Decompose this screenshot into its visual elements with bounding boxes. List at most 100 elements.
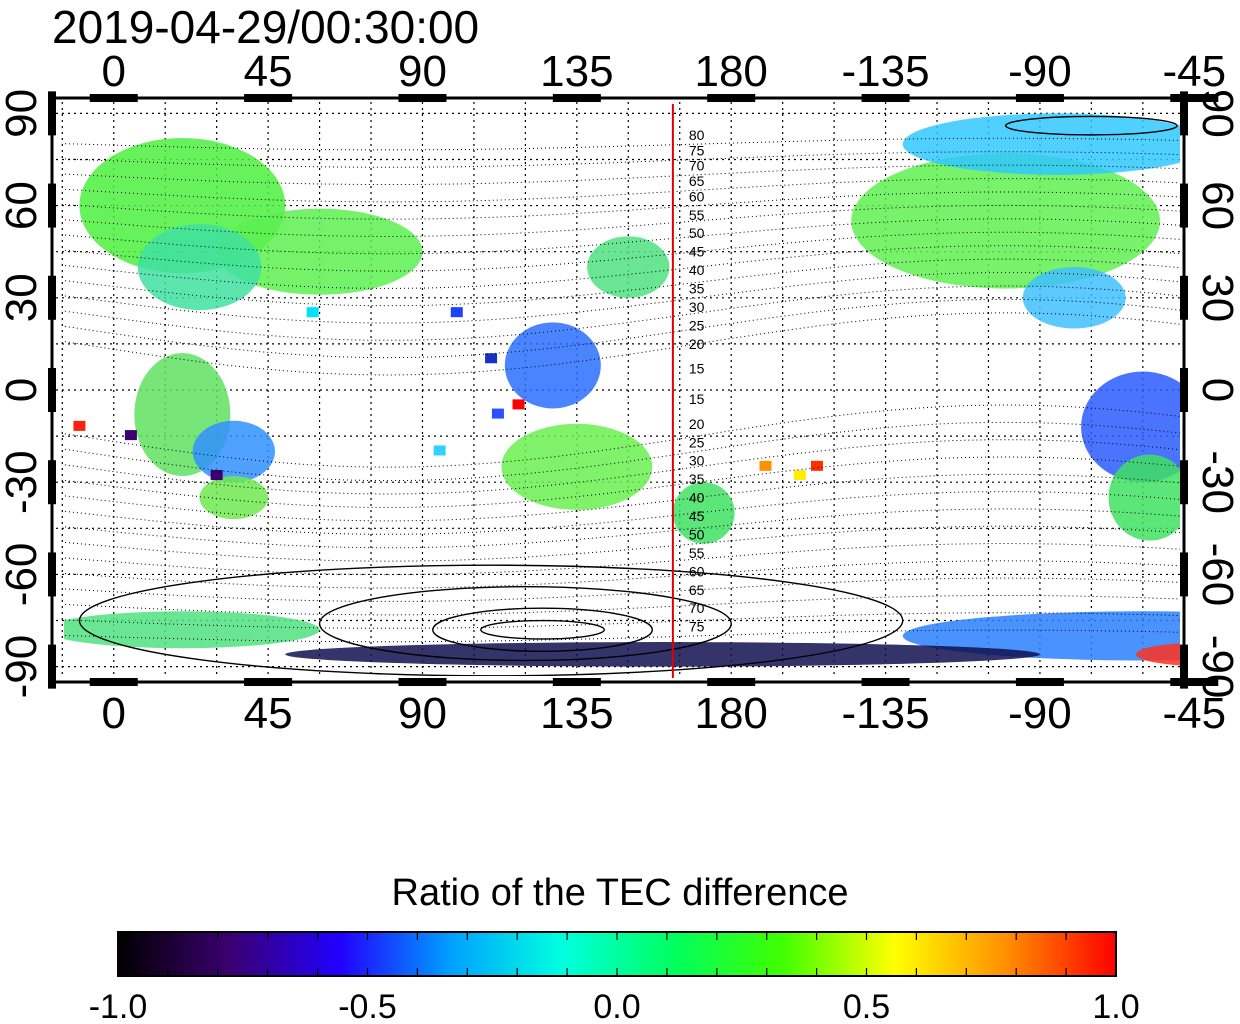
left-lat-label: -60 (0, 543, 46, 607)
contour-line (64, 491, 1180, 535)
contour-ring (480, 619, 605, 640)
contour-line (64, 204, 1180, 238)
left-lat-label: 90 (0, 89, 46, 138)
left-axis-tick (48, 644, 56, 689)
left-axis-tick (48, 368, 56, 412)
bottom-lon-label: 180 (694, 689, 767, 738)
left-lat-label: 60 (0, 181, 46, 230)
bottom-lon-label: -45 (1162, 689, 1226, 738)
right-lat-label: 90 (1193, 89, 1240, 138)
contour-label: 70 (689, 158, 705, 174)
new-zealand-region (672, 482, 735, 544)
polar-strip-region (285, 642, 1040, 667)
japan-region (587, 236, 670, 298)
data-patch (306, 307, 319, 318)
data-patch (124, 430, 137, 441)
top-lon-label: -90 (1008, 47, 1072, 96)
north-america-region (851, 153, 1160, 289)
right-axis-tick (1180, 644, 1188, 689)
asia-region (216, 208, 423, 295)
data-patch (512, 399, 525, 410)
south-america-region (1081, 371, 1180, 483)
colorbar-title: Ratio of the TEC difference (391, 872, 849, 914)
data-patch (1205, 415, 1217, 425)
bottom-axis-tick (707, 678, 756, 686)
contour-label: 55 (689, 207, 705, 223)
data-patch (433, 445, 446, 456)
bottom-lon-label: -90 (1008, 689, 1072, 738)
contour-label: 45 (689, 508, 705, 524)
right-axis-tick (1180, 91, 1188, 136)
data-patch (759, 460, 772, 471)
left-lat-label: -30 (0, 450, 46, 514)
contour-label: 15 (689, 360, 705, 376)
arctic-region (902, 113, 1180, 175)
data-patch (485, 353, 498, 364)
colorbar-tick-label: 0.5 (843, 988, 890, 1024)
contour-label: 45 (689, 244, 705, 260)
left-lat-label: -90 (0, 635, 46, 699)
polar-red-region (1135, 643, 1180, 666)
left-axis-tick (48, 460, 56, 505)
colorbar-tick-label: -0.5 (338, 988, 397, 1024)
contour-label: 35 (689, 281, 705, 297)
antarctic-east-region (64, 611, 320, 649)
data-patch (450, 307, 463, 318)
contour-label: 25 (689, 434, 705, 450)
left-axis-tick (48, 183, 56, 228)
right-lat-label: -90 (1193, 635, 1240, 699)
contour-line (64, 218, 1180, 255)
tec-data-layer (64, 113, 1224, 667)
contour-line (64, 245, 1180, 289)
right-lat-label: -30 (1193, 450, 1240, 514)
contour-label: 60 (689, 188, 705, 204)
left-axis-tick (48, 552, 56, 597)
contour-label: 30 (689, 299, 705, 315)
right-axis-tick (1180, 183, 1188, 228)
top-axis-tick (1015, 94, 1064, 102)
contour-label: 50 (689, 526, 705, 542)
contour-label: 15 (689, 391, 705, 407)
colorbar-tick-label: 1.0 (1092, 988, 1139, 1024)
left-axis-tick (48, 91, 56, 136)
top-axis-tick (1170, 94, 1219, 102)
left-lat-label: 0 (0, 378, 46, 402)
bottom-lon-label: 135 (540, 689, 613, 738)
colorbar-ticks: -1.0 -0.5 0.0 0.5 1.0 (89, 932, 1140, 1024)
contour-label: 75 (689, 142, 705, 158)
south-america-south-region (1108, 454, 1180, 541)
colorbar-tick-label: -1.0 (89, 988, 148, 1024)
data-patch (1212, 430, 1224, 440)
contour-ring (432, 607, 654, 652)
right-axis-tick (1180, 460, 1188, 505)
contour-line (64, 258, 1180, 307)
mediterranean-region (137, 224, 262, 311)
south-africa-region (199, 476, 269, 520)
contour-label: 40 (689, 490, 705, 506)
top-axis-tick (398, 94, 447, 102)
bottom-axis-tick (552, 678, 601, 686)
contour-label: 20 (689, 336, 705, 352)
left-lat-label: 30 (0, 273, 46, 322)
contour-label: 25 (689, 317, 705, 333)
contour-label: 55 (689, 545, 705, 561)
right-axis-tick (1180, 275, 1188, 320)
colorbar-tick-label: 0.0 (593, 988, 640, 1024)
top-lon-label: 135 (540, 47, 613, 96)
contour-label: 30 (689, 453, 705, 469)
data-patch (810, 460, 823, 471)
contour-label: 35 (689, 471, 705, 487)
australia-region (501, 423, 653, 510)
bottom-lon-label: 0 (102, 689, 126, 738)
maritime-region (504, 322, 601, 409)
contour-line (64, 508, 1180, 549)
map-axes: 0045459090135135180180-135-135-90-90-45-… (0, 47, 1240, 738)
contour-line (64, 525, 1180, 562)
right-axis-tick (1180, 552, 1188, 597)
bottom-lon-label: 45 (244, 689, 293, 738)
contour-line (64, 473, 1180, 522)
east-africa-region (192, 420, 275, 483)
contour-label: 70 (689, 600, 705, 616)
top-axis-tick (861, 94, 910, 102)
contour-labels: 8075706560555045403530252015152025303540… (689, 127, 705, 635)
